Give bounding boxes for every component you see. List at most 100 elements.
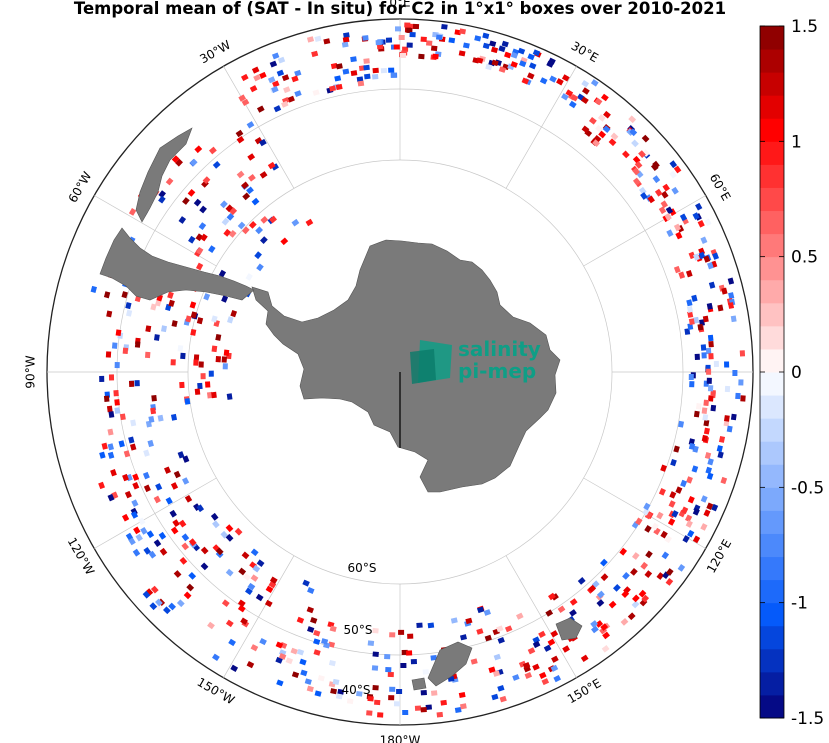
data-cell xyxy=(337,688,345,695)
data-cell xyxy=(639,186,647,195)
data-cell xyxy=(600,558,608,567)
colorbar-step xyxy=(760,26,784,50)
data-cell xyxy=(664,535,673,544)
data-cell xyxy=(193,354,200,361)
data-cell xyxy=(700,344,707,351)
data-cell xyxy=(448,37,456,44)
colorbar-step xyxy=(760,210,784,235)
data-cell xyxy=(669,160,678,169)
data-cell xyxy=(134,341,141,348)
data-cell xyxy=(662,183,670,192)
data-cell xyxy=(710,404,717,412)
colorbar-step xyxy=(760,233,784,258)
data-cell xyxy=(132,482,140,490)
data-cell xyxy=(212,161,221,169)
colorbar-ticks: 1.5 1 0.5 0 -0.5 -1 -1.5 xyxy=(760,17,824,729)
meridian-line xyxy=(223,66,295,189)
data-cell xyxy=(211,345,218,353)
data-cell xyxy=(528,62,537,70)
data-cell xyxy=(483,609,491,616)
data-cell xyxy=(181,542,190,551)
data-cell xyxy=(510,51,519,59)
data-cell xyxy=(148,415,155,423)
data-cell xyxy=(259,171,268,179)
data-cell xyxy=(134,380,140,387)
data-cell xyxy=(550,630,559,638)
data-cell xyxy=(724,415,730,422)
data-cell xyxy=(393,701,401,707)
data-cell xyxy=(527,72,535,80)
colorbar-tick-label: -1.5 xyxy=(791,709,824,729)
data-cell xyxy=(677,420,685,428)
data-cell xyxy=(335,693,343,700)
data-cell xyxy=(146,530,155,539)
colorbar-step xyxy=(760,141,784,165)
data-cell xyxy=(459,28,467,35)
data-cell xyxy=(230,664,239,672)
data-cell xyxy=(269,60,278,68)
data-cell xyxy=(251,66,260,74)
data-cell xyxy=(255,593,264,602)
data-cell xyxy=(380,67,388,74)
longitude-label-60W: 60°W xyxy=(66,169,95,205)
data-cell xyxy=(634,160,643,169)
data-cell xyxy=(701,352,707,359)
data-cell xyxy=(527,53,535,61)
data-cell xyxy=(173,570,182,578)
data-cell xyxy=(237,599,246,608)
data-cell xyxy=(582,87,590,95)
data-cell xyxy=(327,641,336,648)
data-cell xyxy=(196,504,205,513)
data-cell xyxy=(600,623,609,631)
data-cell xyxy=(482,32,490,39)
data-cell xyxy=(106,405,113,413)
data-cell xyxy=(458,50,466,57)
data-cell xyxy=(363,64,370,71)
data-cell xyxy=(188,538,197,547)
data-cell xyxy=(190,311,198,319)
data-cell xyxy=(673,165,682,174)
data-cell xyxy=(184,494,193,503)
data-cell xyxy=(167,291,174,299)
data-cell xyxy=(307,626,315,633)
data-cell xyxy=(305,218,314,227)
data-cell xyxy=(171,155,180,163)
data-cell xyxy=(388,67,395,73)
data-cell xyxy=(330,688,338,695)
new-zealand-south xyxy=(427,641,473,687)
data-cell xyxy=(277,56,286,64)
data-cell xyxy=(241,226,250,235)
data-cell xyxy=(255,226,263,235)
data-cell xyxy=(246,661,255,669)
data-cell xyxy=(622,150,630,159)
data-cell xyxy=(221,217,230,226)
data-cell xyxy=(704,452,712,460)
data-cell xyxy=(194,145,203,154)
data-cell xyxy=(689,381,695,388)
data-cell xyxy=(111,342,118,349)
data-cell xyxy=(485,63,493,71)
data-cell xyxy=(323,38,331,45)
data-cell xyxy=(374,699,381,706)
data-cell xyxy=(272,80,280,88)
data-cell xyxy=(128,380,135,388)
data-cell xyxy=(613,584,621,592)
data-cell xyxy=(356,690,363,697)
data-cell xyxy=(247,582,256,591)
data-cell xyxy=(193,198,202,207)
data-cell xyxy=(601,93,609,102)
data-cell xyxy=(103,395,110,403)
data-cell xyxy=(730,315,737,323)
data-cell xyxy=(565,89,574,97)
data-cell xyxy=(414,705,422,711)
data-cell xyxy=(735,392,741,400)
data-cell xyxy=(114,399,120,406)
data-cell xyxy=(622,571,630,580)
data-cell xyxy=(260,216,269,224)
colorbar-step xyxy=(760,579,784,604)
data-cell xyxy=(545,609,554,617)
data-cell xyxy=(357,80,365,87)
data-cell xyxy=(269,215,278,224)
data-cell xyxy=(454,707,462,713)
